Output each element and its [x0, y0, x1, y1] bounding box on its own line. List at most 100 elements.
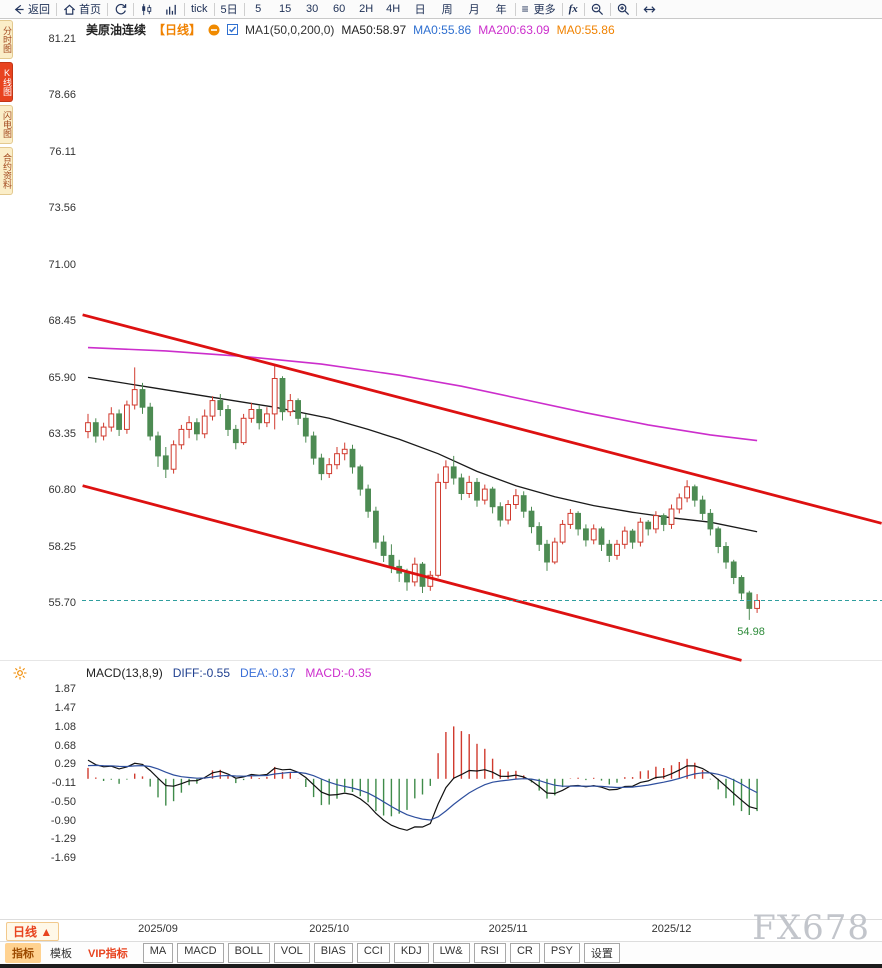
sidebar-item-kline-chart[interactable]: K线图 — [0, 62, 13, 102]
chart-type-bar-button[interactable] — [159, 3, 184, 16]
indicator-vol-button[interactable]: VOL — [273, 943, 310, 963]
ma-params-label: MA1(50,0,200,0) — [245, 22, 335, 37]
channel-lower-line — [82, 484, 742, 662]
watermark: FX678 — [752, 908, 870, 948]
period-2h-button[interactable]: 2H — [359, 3, 374, 15]
symbol-name: 美原油连续 — [86, 23, 147, 37]
period-30min-button[interactable]: 30 — [306, 3, 319, 15]
macd-axis-label: 0.29 — [54, 758, 76, 770]
price-axis-label: 63.35 — [48, 427, 76, 440]
main-price-chart[interactable]: 54.98 — [82, 18, 882, 663]
macd-histogram — [87, 726, 758, 817]
fx-indicators-button[interactable]: fx — [568, 3, 578, 15]
indicator-cci-button[interactable]: CCI — [356, 943, 390, 963]
indicator-settings-button[interactable]: 设置 — [583, 943, 620, 963]
indicator-settings-icon — [13, 666, 27, 680]
back-button[interactable]: 返回 — [6, 1, 56, 17]
current-period-tab[interactable]: 日线 ▲ — [6, 922, 60, 941]
zoom-in-icon — [617, 3, 629, 15]
indicator-ma-button[interactable]: MA — [142, 943, 174, 963]
toolbar-separator — [514, 2, 516, 16]
macd-axis-label: 1.87 — [54, 683, 76, 695]
back-label: 返回 — [28, 4, 50, 16]
back-arrow-icon — [14, 4, 24, 14]
price-axis-label: 81.21 — [48, 33, 76, 45]
price-axis-label: 78.66 — [48, 89, 76, 102]
period-buttons-group: 5 15 30 60 2H 4H 日 周 月 年 — [245, 1, 515, 17]
sidebar-item-contract-info[interactable]: 合约资料 — [0, 147, 13, 195]
period-60min-button[interactable]: 60 — [333, 3, 346, 15]
period-week-button[interactable]: 周 — [441, 4, 453, 16]
macd-axis-label: -1.29 — [50, 833, 76, 846]
indicator-bias-button[interactable]: BIAS — [313, 943, 353, 963]
indicators-tab[interactable]: 指标 — [5, 943, 41, 963]
period-4h-button[interactable]: 4H — [386, 3, 401, 15]
period-day-button[interactable]: 日 — [414, 4, 426, 16]
channel-upper-line — [82, 313, 882, 525]
price-axis-label: 73.56 — [48, 202, 76, 215]
macd-axis-label: 1.47 — [54, 702, 76, 714]
toolbar-separator — [213, 2, 215, 16]
indicator-lwr-button[interactable]: LW& — [432, 943, 470, 963]
indicator-toolbar: 指标 模板 VIP指标 MA MACD BOLL VOL BIAS CCI KDJ LW& RSI C… — [0, 941, 882, 964]
dea-line — [87, 764, 758, 821]
price-axis-label: 55.70 — [48, 597, 76, 609]
period-tag: 【日线】 — [153, 23, 202, 37]
toolbar-separator — [133, 2, 134, 16]
bar-chart-icon — [166, 4, 176, 15]
x-axis-label: 2025/09 — [138, 923, 178, 935]
horizontal-expand-icon — [643, 5, 656, 13]
home-label: 首页 — [79, 4, 101, 16]
price-axis-label: 58.25 — [48, 540, 76, 553]
ma-checkbox[interactable] — [227, 24, 239, 35]
bottom-tabs-group: 指标 模板 VIP指标 — [5, 943, 135, 963]
low-price-label: 54.98 — [737, 626, 765, 638]
sidebar-item-time-chart[interactable]: 分时图 — [0, 20, 13, 59]
refresh-button[interactable] — [108, 3, 133, 16]
more-label: 更多 — [533, 4, 556, 16]
minus-circle-icon — [208, 24, 220, 35]
toolbar-separator — [184, 2, 185, 16]
bottom-edge-strip — [0, 964, 882, 968]
period-month-button[interactable]: 月 — [468, 4, 480, 16]
zoom-in-button[interactable] — [611, 3, 636, 16]
price-axis-label: 65.90 — [48, 371, 76, 384]
home-button[interactable]: 首页 — [57, 1, 107, 17]
macd-axis-label: -1.69 — [50, 852, 76, 865]
diff-line — [87, 759, 758, 831]
indicator-kdj-button[interactable]: KDJ — [393, 943, 429, 963]
collapse-indicator-button[interactable] — [208, 24, 220, 36]
chart-type-candle-button[interactable] — [134, 3, 159, 16]
macd-axis-label: 1.08 — [54, 720, 76, 733]
indicator-psy-button[interactable]: PSY — [543, 943, 580, 963]
period-5min-button[interactable]: 5 — [255, 3, 262, 15]
period-5day-button[interactable]: 5日 — [220, 4, 238, 16]
macd-panel[interactable] — [82, 662, 882, 908]
indicator-rsi-button[interactable]: RSI — [473, 943, 506, 963]
zoom-out-button[interactable] — [585, 3, 610, 16]
macd-axis-label: -0.90 — [50, 814, 76, 827]
templates-tab[interactable]: 模板 — [50, 948, 72, 960]
indicator-macd-button[interactable]: MACD — [177, 943, 224, 963]
chart-header: 美原油连续 【日线】 MA1(50,0,200,0) MA50:58.97 MA… — [86, 21, 615, 38]
top-toolbar: 返回 首页 tick 5日 5 15 30 60 2H 4H 日 周 月 年 ≡ 更多 fx — [0, 0, 882, 19]
macd-header: MACD(13,8,9) DIFF:-0.55 DEA:-0.37 MACD:-… — [86, 666, 371, 680]
price-axis-label: 71.00 — [48, 258, 76, 271]
period-year-button[interactable]: 年 — [495, 4, 507, 16]
home-icon — [63, 4, 76, 15]
ma50-value-label: MA50:58.97 — [341, 22, 407, 37]
expand-button[interactable] — [637, 3, 662, 16]
indicator-cr-button[interactable]: CR — [509, 943, 540, 963]
vip-indicators-tab[interactable]: VIP指标 — [88, 948, 128, 960]
macd-diff-label: DIFF:-0.55 — [172, 666, 231, 680]
indicator-boll-button[interactable]: BOLL — [227, 943, 270, 963]
period-15min-button[interactable]: 15 — [279, 3, 292, 15]
macd-settings-button[interactable] — [13, 666, 27, 685]
macd-axis-label: -0.50 — [50, 795, 76, 808]
period-tick-button[interactable]: tick — [191, 3, 208, 15]
ma0-value-label: MA0:55.86 — [413, 22, 472, 37]
x-axis-label: 2025/10 — [309, 923, 350, 935]
sidebar-item-lightning-chart[interactable]: 闪电图 — [0, 105, 13, 144]
more-button[interactable]: ≡ 更多 — [516, 1, 562, 17]
